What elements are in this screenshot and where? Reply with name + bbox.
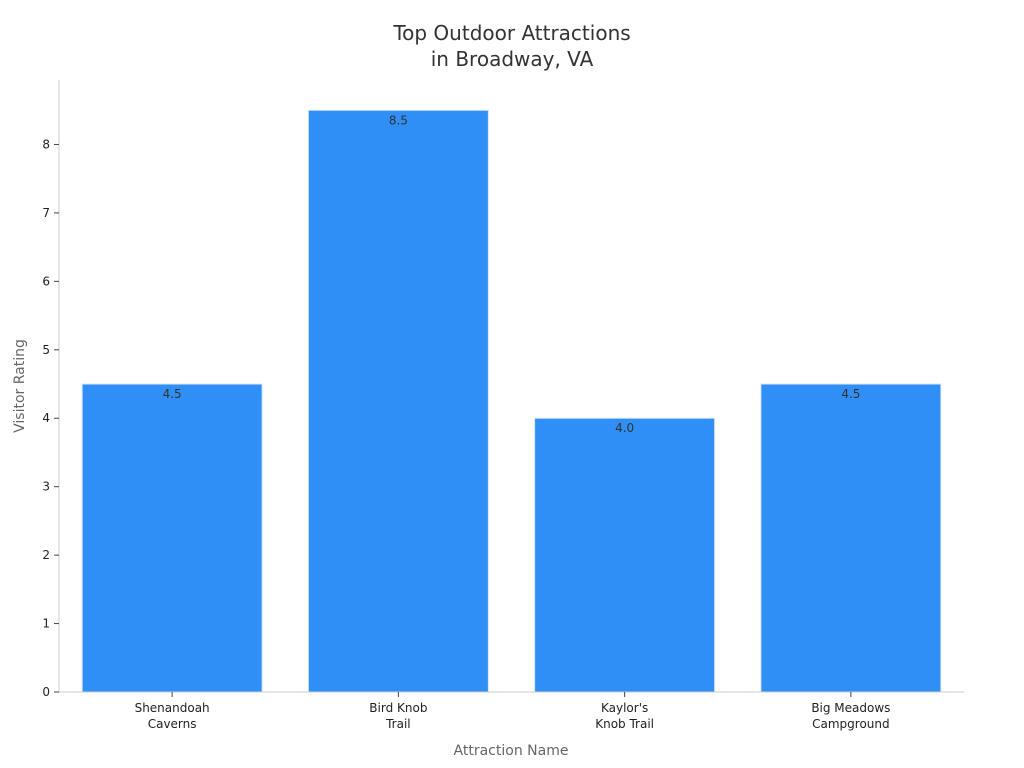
y-tick-label: 1 [42, 617, 50, 631]
bar [307, 109, 489, 693]
y-tick-label: 3 [42, 480, 50, 494]
y-tick-label: 6 [42, 274, 50, 288]
bar [760, 383, 942, 693]
y-tick-label: 4 [42, 411, 50, 425]
x-axis-label: Attraction Name [454, 743, 569, 759]
x-tick-label: Shenandoah Caverns [135, 701, 210, 731]
chart-title-line-1: Top Outdoor Attractions [392, 21, 630, 45]
x-tick-label: Big Meadows Campground [811, 701, 890, 731]
chart-title-line-2: in Broadway, VA [431, 47, 594, 71]
y-ticks-group: 0 1 2 3 4 5 6 7 8 [42, 137, 59, 699]
bar-value-label: 4.5 [163, 387, 182, 401]
y-tick-label: 7 [42, 206, 50, 220]
y-tick-label: 5 [42, 343, 50, 357]
bar-value-label: 8.5 [389, 113, 408, 127]
bars-group [81, 109, 942, 693]
y-tick-label: 0 [42, 685, 50, 699]
x-ticks-group: Shenandoah Caverns Bird Knob Trail Kaylor's K… [135, 692, 890, 731]
x-tick-label: Kaylor's Knob Trail [595, 701, 654, 731]
x-tick-label: Bird Knob Trail [369, 701, 427, 731]
bar [81, 383, 263, 693]
y-axis-label: Visitor Rating [12, 339, 28, 433]
y-tick-label: 8 [42, 137, 50, 151]
y-tick-label: 2 [42, 548, 50, 562]
data-labels-group: 4.5 8.5 4.0 4.5 [163, 113, 861, 435]
bar-value-label: 4.0 [615, 421, 634, 435]
bar [534, 417, 716, 693]
bar-value-label: 4.5 [841, 387, 860, 401]
